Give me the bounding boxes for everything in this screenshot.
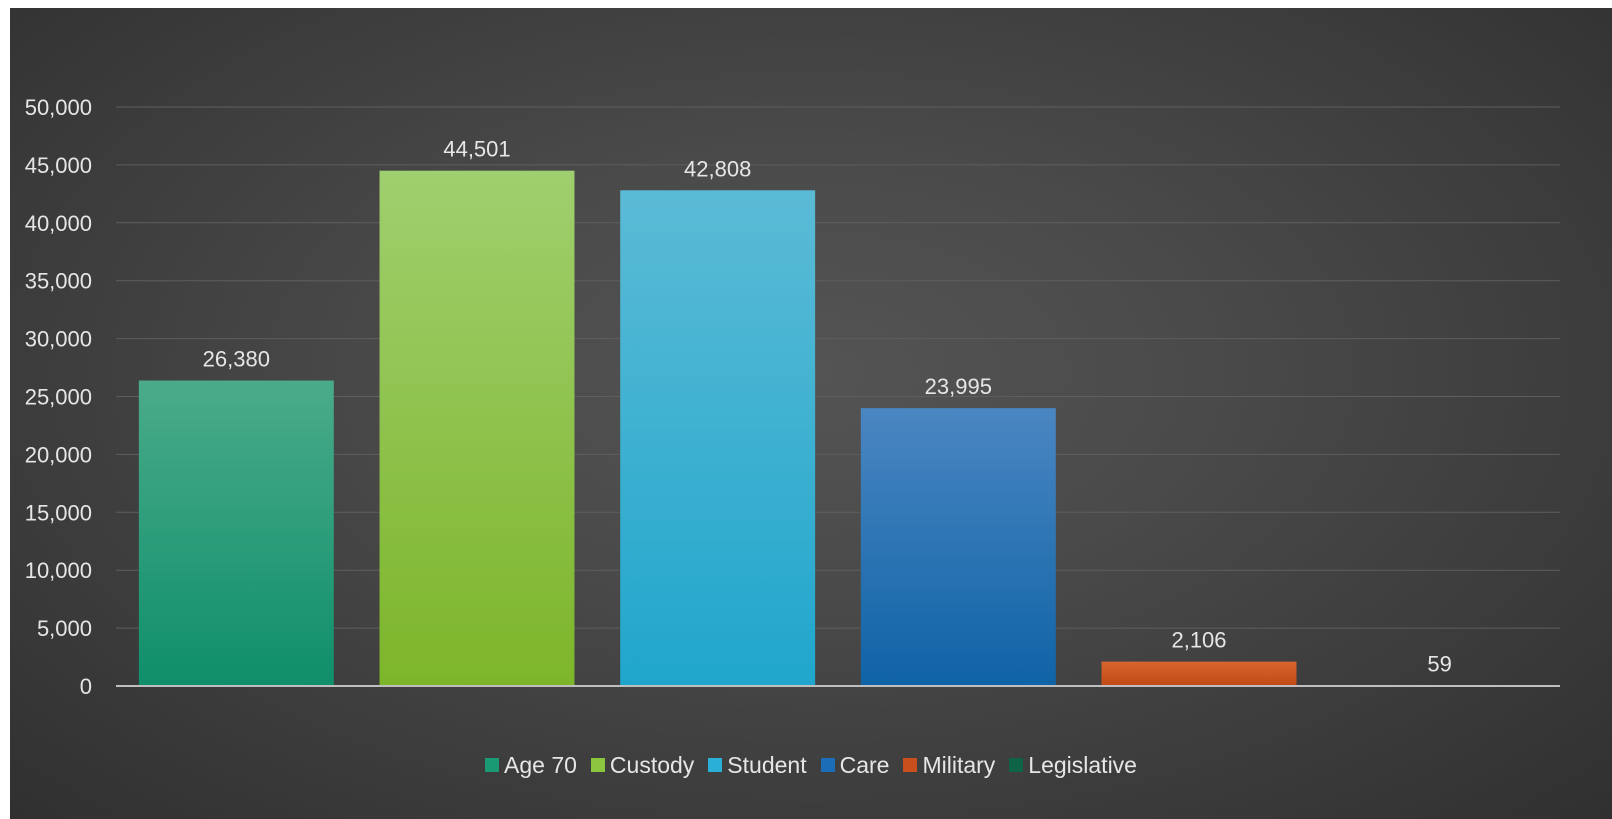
chart-area: 0 5,000 10,000 15,000 20,000 25,000 30,000 35,0… bbox=[10, 8, 1612, 819]
data-label: 59 bbox=[1427, 651, 1451, 676]
legend-swatch bbox=[590, 758, 605, 772]
bars bbox=[138, 170, 1538, 687]
y-tick-label: 45,000 bbox=[25, 153, 92, 178]
y-tick-label: 35,000 bbox=[25, 269, 92, 294]
legend-item: Custody bbox=[590, 751, 695, 779]
legend-item: Military bbox=[903, 752, 995, 779]
y-tick-label: 20,000 bbox=[25, 442, 92, 467]
bar-care bbox=[860, 408, 1056, 686]
legend-swatch bbox=[903, 758, 918, 772]
data-labels: 26,380 44,501 42,808 23,995 2,106 59 bbox=[203, 137, 1452, 677]
legend-item: Legislative bbox=[1009, 752, 1137, 779]
bar-student bbox=[620, 190, 816, 686]
data-label: 2,106 bbox=[1171, 628, 1226, 653]
y-tick-label: 50,000 bbox=[25, 95, 92, 120]
y-tick-label: 5,000 bbox=[37, 616, 92, 641]
y-axis-tick-labels: 0 5,000 10,000 15,000 20,000 25,000 30,000 35,0… bbox=[25, 95, 92, 699]
legend: Age 70 Custody Student Care Military Legislat… bbox=[10, 748, 1612, 782]
y-tick-label: 25,000 bbox=[25, 385, 92, 410]
y-tick-label: 10,000 bbox=[25, 558, 92, 583]
legend-label: Legislative bbox=[1028, 751, 1137, 778]
legend-swatch bbox=[1009, 758, 1024, 772]
legend-item: Student bbox=[708, 751, 807, 779]
legend-swatch bbox=[485, 758, 500, 772]
legend-swatch bbox=[708, 758, 723, 772]
legend-label: Age 70 bbox=[504, 751, 577, 778]
legend-label: Student bbox=[727, 751, 807, 778]
bar-chart: 0 5,000 10,000 15,000 20,000 25,000 30,000 35,0… bbox=[25, 95, 1560, 699]
data-label: 23,995 bbox=[925, 374, 992, 399]
legend-item: Care bbox=[820, 751, 890, 779]
gridlines bbox=[116, 106, 1560, 629]
bar-age-70 bbox=[138, 380, 334, 686]
y-tick-label: 0 bbox=[80, 674, 92, 699]
legend-swatch bbox=[820, 758, 835, 772]
legend-label: Custody bbox=[609, 751, 695, 778]
data-label: 42,808 bbox=[684, 156, 751, 181]
data-label: 26,380 bbox=[203, 347, 270, 372]
legend-label: Care bbox=[839, 751, 890, 778]
legend-label: Military bbox=[922, 751, 996, 778]
bar-military bbox=[1101, 661, 1297, 686]
y-tick-label: 40,000 bbox=[25, 211, 92, 236]
data-label: 44,501 bbox=[443, 137, 510, 162]
bar-custody bbox=[379, 170, 575, 687]
legend-item: Age 70 bbox=[485, 752, 577, 779]
y-tick-label: 30,000 bbox=[25, 327, 92, 352]
y-tick-label: 15,000 bbox=[25, 500, 92, 525]
